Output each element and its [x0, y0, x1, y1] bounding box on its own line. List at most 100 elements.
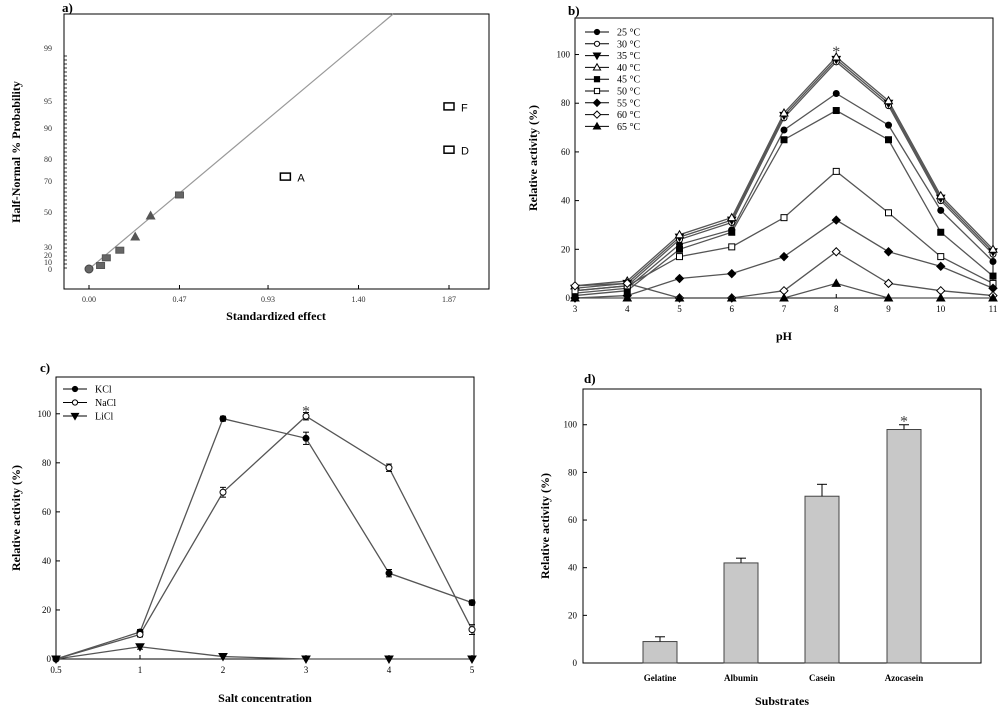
panel-b-data-point	[779, 251, 789, 262]
panel-a-y-tick-label: 70	[44, 177, 52, 186]
panel-b-x-tick-label: 3	[573, 304, 578, 314]
panel-b-y-tick-label: 60	[561, 147, 571, 157]
panel-b-data-point	[674, 229, 685, 239]
panel-b-data-point	[937, 206, 945, 214]
panel-b-data-point	[728, 228, 736, 236]
panel-d-bar	[723, 562, 759, 664]
panel-c-data-point	[136, 630, 144, 638]
panel-b-x-tick-label: 11	[989, 304, 998, 314]
panel-d-label: d)	[584, 371, 596, 386]
panel-c-data-point	[219, 488, 227, 496]
panel-b-x-tick-label: 8	[834, 304, 839, 314]
panel-a-points: A D F	[84, 102, 469, 274]
panel-b-legend-label: 60 °C	[617, 110, 640, 121]
panel-a-x-tick-label: 1.87	[442, 295, 456, 304]
panel-a-effect-point	[130, 231, 141, 241]
panel-d-category-label: Albumin	[724, 673, 758, 683]
panel-c-y-tick-label: 20	[42, 605, 52, 615]
panel-c-data-point	[218, 653, 228, 662]
panel-c-x-tick-label: 4	[387, 665, 392, 675]
panel-b-data-point	[883, 278, 894, 289]
panel-c-salt-line-chart: c) 0 20 40 60 80 100 0.5 1 2 3 4 5 KCl NaCl LiCl * S…	[9, 360, 477, 705]
panel-c-star-annotation: *	[302, 403, 310, 420]
panel-d-bar	[886, 429, 922, 664]
panel-c-legend-label: NaCl	[95, 398, 116, 409]
panel-b-legend-marker	[593, 87, 601, 95]
panel-c-legend-label: LiCl	[95, 412, 114, 423]
panel-d-y-tick-label: 80	[568, 467, 578, 477]
panel-a-effect-point	[145, 210, 156, 220]
panel-c-data-point	[468, 599, 476, 607]
panel-b-y-tick-label: 40	[561, 196, 571, 206]
panel-c-legend-marker	[71, 385, 79, 393]
panel-c-frame	[55, 376, 475, 660]
panel-b-y-ticks: 0 20 40 60 80 100	[557, 50, 579, 303]
panel-b-data-point	[937, 253, 945, 261]
panel-b-data-point	[937, 228, 945, 236]
panel-c-series	[51, 412, 477, 665]
panel-b-data-point	[570, 281, 580, 291]
panel-b-legend-marker	[593, 76, 601, 83]
panel-b-data-point	[780, 136, 788, 144]
panel-b-data-point	[622, 278, 632, 289]
panel-b-data-point	[674, 292, 685, 302]
panel-a-effect-point	[174, 191, 184, 199]
panel-c-y-axis-title: Relative activity (%)	[9, 465, 23, 571]
panel-a-factor-label: F	[461, 102, 468, 114]
panel-a-effect-point	[96, 262, 106, 269]
panel-a-factor-label: A	[297, 173, 305, 185]
panel-c-y-tick-label: 40	[42, 556, 52, 566]
panel-b-data-point	[832, 107, 840, 115]
panel-d-bar	[804, 495, 840, 664]
panel-b-data-point	[883, 95, 894, 105]
panel-d-y-tick-label: 40	[568, 563, 578, 573]
panel-d-y-tick-label: 20	[568, 610, 578, 620]
panel-b-x-tick-label: 7	[782, 304, 787, 314]
panel-b-legend-marker	[592, 98, 602, 108]
panel-b-legend-label: 25 °C	[617, 28, 640, 39]
panel-b-data-point	[570, 292, 580, 302]
panel-b-series	[570, 51, 998, 303]
panel-a-x-ticks: 0.00 0.47 0.93 1.40 1.87	[82, 285, 456, 304]
panel-d-category-label: Gelatine	[644, 673, 677, 683]
panel-b-legend-marker	[593, 28, 601, 36]
panel-a-factor-point	[443, 145, 455, 154]
panel-b-data-point	[832, 167, 840, 175]
panel-a-y-tick-label: 99	[44, 44, 52, 53]
panel-c-data-point	[467, 655, 477, 665]
panel-c-data-point	[51, 655, 61, 665]
panel-d-y-axis-title: Relative activity (%)	[538, 473, 552, 579]
panel-b-x-tick-label: 10	[936, 304, 946, 314]
panel-c-legend-marker	[71, 399, 79, 406]
panel-d-category-label: Casein	[809, 673, 835, 683]
panel-c-x-tick-label: 0.5	[50, 665, 62, 675]
panel-b-data-point	[676, 253, 683, 261]
panel-d-x-axis-title: Substrates	[755, 694, 809, 708]
panel-c-label: c)	[40, 360, 50, 375]
panel-b-data-point	[885, 121, 892, 129]
panel-b-legend: 25 °C30 °C35 °C40 °C45 °C50 °C55 °C60 °C…	[585, 28, 640, 133]
panel-d-frame	[582, 388, 982, 664]
panel-a-x-tick-label: 1.40	[352, 295, 366, 304]
panel-c-data-point	[302, 412, 310, 420]
panel-b-data-point	[726, 292, 737, 302]
panel-b-data-point	[727, 268, 737, 279]
panel-c-x-tick-label: 3	[304, 665, 309, 675]
panel-b-data-point	[780, 214, 788, 222]
panel-b-data-point	[935, 292, 946, 302]
panel-b-x-tick-label: 4	[625, 304, 630, 314]
panel-d-substrate-bar-chart: d) 0 20 40 60 80 100 Gelatine Albumin Casein Azo…	[538, 371, 982, 708]
panel-b-ph-line-chart: b) 0 20 40 60 80 100 3 4 5 6 7 8 9 10 11 25 °C30 °C35…	[526, 3, 998, 343]
panel-a-factor-point	[443, 102, 455, 111]
panel-b-data-point	[728, 243, 736, 251]
panel-b-data-point	[832, 89, 840, 97]
panel-c-legend-marker	[70, 412, 80, 421]
panel-d-star-annotation: *	[900, 414, 908, 431]
panel-c-y-tick-label: 0	[47, 654, 52, 664]
panel-b-legend-marker	[592, 110, 602, 119]
panel-a-factor-point	[279, 172, 292, 181]
panel-c-series-line	[55, 417, 473, 660]
panel-c-data-point	[302, 434, 310, 442]
